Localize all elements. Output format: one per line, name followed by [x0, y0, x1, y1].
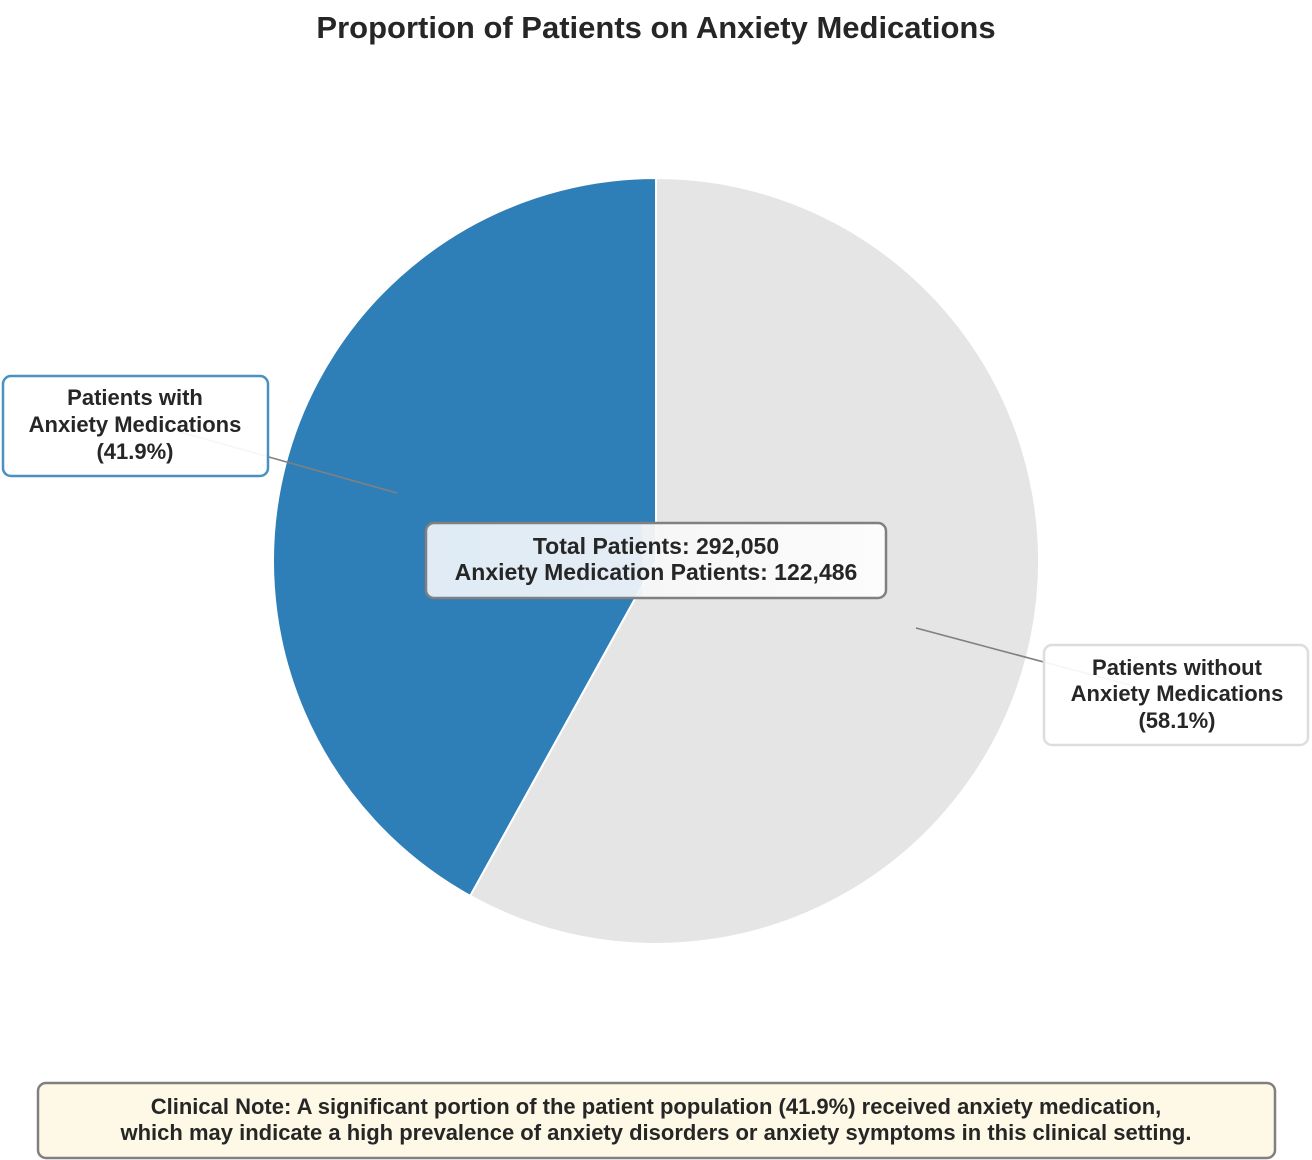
slice-label-without: Patients without Anxiety Medications (58… — [1042, 643, 1310, 747]
slice-label-with-percent: (41.9%) — [96, 439, 173, 464]
anxiety-patients-text: Anxiety Medication Patients: 122,486 — [455, 559, 858, 585]
total-patients-text: Total Patients: 292,050 — [533, 533, 779, 559]
clinical-note-line1: Clinical Note: A significant portion of … — [151, 1094, 1162, 1119]
clinical-note: Clinical Note: A significant portion of … — [36, 1081, 1277, 1160]
chart-title: Proportion of Patients on Anxiety Medica… — [316, 10, 995, 45]
slice-label-with-line1: Patients with — [67, 385, 203, 410]
slice-label-box-without — [1042, 643, 1310, 747]
center-info-box-frame — [424, 521, 888, 600]
center-info-box: Total Patients: 292,050 Anxiety Medicati… — [424, 521, 888, 600]
slice-label-without-line2: Anxiety Medications — [1071, 681, 1284, 706]
slice-label-box-with — [1, 374, 270, 478]
slice-label-with-line2: Anxiety Medications — [29, 412, 242, 437]
slice-label-without-line1: Patients without — [1092, 655, 1263, 680]
clinical-note-line2: which may indicate a high prevalence of … — [120, 1120, 1192, 1145]
clinical-note-box — [36, 1081, 1277, 1160]
slice-label-without-percent: (58.1%) — [1138, 708, 1215, 733]
slice-label-with: Patients with Anxiety Medications (41.9%… — [1, 374, 270, 478]
